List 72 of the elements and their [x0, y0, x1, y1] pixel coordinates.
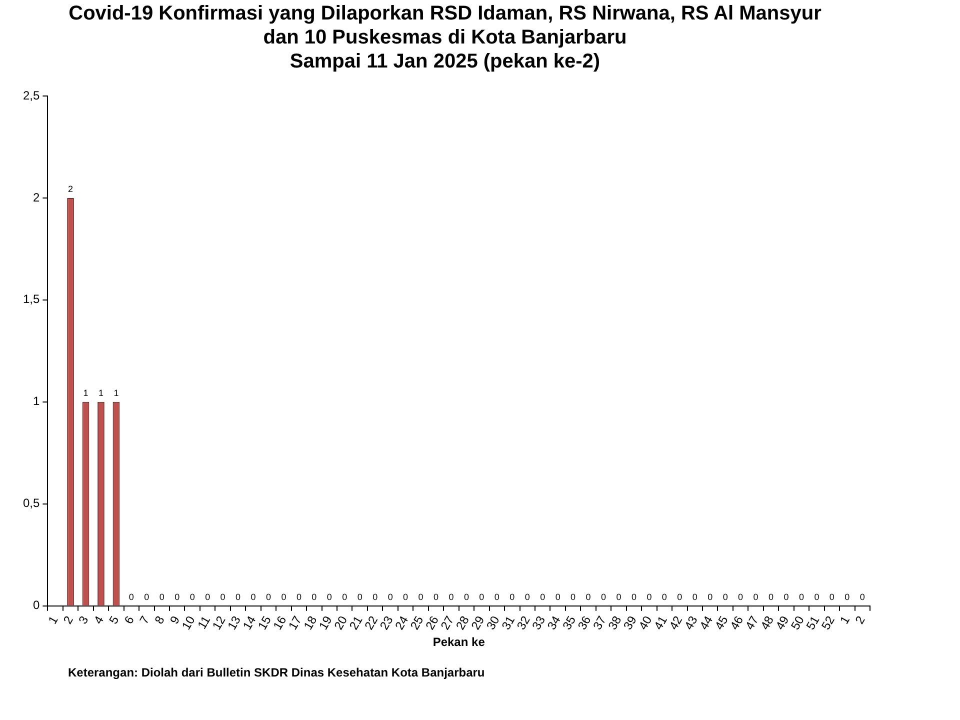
- data-label: 0: [388, 592, 393, 602]
- data-label: 0: [342, 592, 348, 602]
- y-tick-label: 1,5: [22, 292, 40, 306]
- x-tick-label: 2: [852, 613, 868, 626]
- data-label: 2: [68, 184, 74, 194]
- data-label: 0: [784, 592, 789, 602]
- data-label: 0: [433, 592, 439, 602]
- data-label: 0: [631, 592, 636, 602]
- data-label: 0: [814, 592, 820, 602]
- data-label: 0: [312, 592, 317, 602]
- data-label: 0: [418, 592, 424, 602]
- data-label: 0: [798, 592, 804, 602]
- data-label: 0: [844, 592, 850, 602]
- x-axis-title: Pekan ke: [432, 635, 486, 650]
- data-label: 0: [190, 592, 195, 602]
- data-label: 0: [768, 592, 774, 602]
- y-tick-label: 2,5: [22, 88, 40, 102]
- data-label: 0: [586, 592, 591, 602]
- data-label: 0: [357, 592, 362, 602]
- data-label: 0: [159, 592, 164, 602]
- data-label: 0: [860, 592, 865, 602]
- data-label: 0: [266, 592, 271, 602]
- x-tick-label: 4: [90, 613, 107, 626]
- data-label: 0: [708, 592, 713, 602]
- data-label: 1: [83, 388, 88, 398]
- data-label: 0: [692, 592, 698, 602]
- y-tick-label: 1: [32, 394, 40, 408]
- x-tick-label: 8: [152, 613, 168, 626]
- data-label: 0: [479, 592, 484, 602]
- data-label: 0: [738, 592, 744, 602]
- x-tick-label: 5: [106, 613, 122, 626]
- data-label: 0: [524, 592, 530, 602]
- data-label: 0: [281, 592, 286, 602]
- data-label: 0: [494, 592, 500, 602]
- data-label: 0: [296, 592, 302, 602]
- text: Keterangan: Diolah dari Bulletin SKDR Dinas Kesehatan Kota Banjarbaru: [68, 665, 485, 680]
- x-tick-label: 2: [60, 613, 76, 626]
- data-label: 0: [326, 592, 332, 602]
- data-label: 0: [205, 592, 210, 602]
- data-label: 0: [128, 592, 134, 602]
- data-label: 0: [646, 592, 652, 602]
- chart-title: Covid-19 Konfirmasi yang Dilaporkan RSD Idaman, RS Nirwana, RS Al Mansyur dan 10 Puskesmas di Kota Banjarbaru Sampai 11 Jan 2025 (pekan ke-2): [68, 2, 822, 73]
- x-tick-label: 1: [45, 613, 61, 626]
- data-label: 0: [555, 592, 560, 602]
- data-label: 0: [220, 592, 226, 602]
- data-label: 0: [448, 592, 454, 602]
- data-label: 0: [250, 592, 256, 602]
- x-tick-label: 7: [136, 613, 152, 626]
- data-label: 0: [236, 592, 241, 602]
- data-label: 0: [662, 592, 667, 602]
- y-tick-label: 0,5: [22, 496, 40, 510]
- y-tick-label: 2: [32, 190, 40, 204]
- data-label: 0: [174, 592, 180, 602]
- data-label: 0: [722, 592, 728, 602]
- data-label: 0: [829, 592, 834, 602]
- data-label: 0: [616, 592, 622, 602]
- y-tick-label: 0: [32, 598, 40, 612]
- data-label: 0: [540, 592, 546, 602]
- data-label: 1: [98, 388, 104, 398]
- data-label: 0: [464, 592, 469, 602]
- data-label: 0: [510, 592, 515, 602]
- data-label: 0: [403, 592, 408, 602]
- data-label: 0: [570, 592, 576, 602]
- data-label: 0: [601, 592, 606, 602]
- x-tick-label: 1: [837, 613, 853, 626]
- x-tick-label: 6: [121, 613, 138, 626]
- data-label: 0: [677, 592, 682, 602]
- data-label: 0: [372, 592, 378, 602]
- data-label: 0: [144, 592, 150, 602]
- data-label: 0: [753, 592, 758, 602]
- data-label: 1: [114, 388, 119, 398]
- x-tick-label: 3: [76, 613, 92, 626]
